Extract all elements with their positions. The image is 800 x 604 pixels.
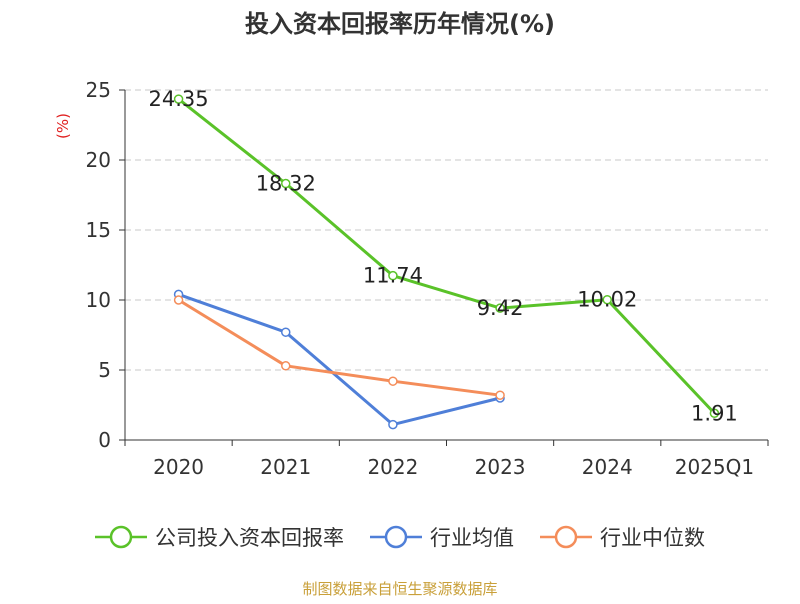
data-point xyxy=(173,94,184,104)
x-tick-label: 2024 xyxy=(582,455,633,479)
data-label: 1.91 xyxy=(691,401,738,425)
series-line-1 xyxy=(178,292,501,427)
data-point xyxy=(281,361,291,371)
x-tick-label: 2023 xyxy=(475,455,526,479)
source-note: 制图数据来自恒生聚源数据库 xyxy=(302,580,497,598)
legend-label: 公司投入资本回报率 xyxy=(155,526,344,550)
data-point xyxy=(388,376,398,386)
data-point xyxy=(388,419,398,430)
series-line-0 xyxy=(177,97,716,415)
y-tick-label: 15 xyxy=(86,218,111,242)
chart-title: 投入资本回报率历年情况(%) xyxy=(245,10,555,38)
data-label: 9.42 xyxy=(477,296,524,320)
legend-marker xyxy=(554,525,578,549)
data-label-layer: 24.35 18.32 11.74 9.42 10.02 1.91 xyxy=(149,87,738,425)
data-point xyxy=(709,408,720,419)
data-point xyxy=(602,294,612,305)
legend-label: 行业中位数 xyxy=(600,526,705,550)
x-tick-label: 2022 xyxy=(367,455,418,479)
data-label: 10.02 xyxy=(577,288,637,312)
y-tick-label: 0 xyxy=(98,428,111,452)
legend-marker xyxy=(109,525,133,549)
y-axis-label: (%) xyxy=(54,113,72,139)
data-point xyxy=(281,327,291,337)
legend-item-0: 公司投入资本回报率 xyxy=(95,525,344,550)
data-label: 11.74 xyxy=(363,264,423,288)
y-tick-label: 5 xyxy=(98,358,111,382)
x-tick-label: 2025Q1 xyxy=(675,455,754,479)
x-tick-label: 2020 xyxy=(153,455,204,479)
legend: 公司投入资本回报率 行业均值 行业中位数 xyxy=(95,525,705,550)
series-line-2 xyxy=(177,298,501,397)
y-tick-label: 25 xyxy=(86,78,111,102)
data-point xyxy=(495,390,505,400)
legend-marker xyxy=(384,525,408,549)
legend-item-1: 行业均值 xyxy=(370,525,514,550)
y-tick-label: 20 xyxy=(86,148,111,172)
x-tick-label: 2021 xyxy=(260,455,311,479)
data-label: 24.35 xyxy=(149,87,209,111)
grid-layer xyxy=(125,89,768,371)
series-layer xyxy=(173,94,720,430)
data-label: 18.32 xyxy=(256,172,316,196)
axis-layer: 0 5 10 15 20 25 2020 2021 2022 2023 2024 2025Q1 xyxy=(86,78,769,479)
legend-label: 行业均值 xyxy=(430,526,514,550)
data-point xyxy=(388,270,398,281)
data-point xyxy=(173,295,184,305)
y-tick-label: 10 xyxy=(86,288,111,312)
data-point xyxy=(495,303,505,313)
legend-item-2: 行业中位数 xyxy=(540,525,705,550)
data-point xyxy=(281,178,291,189)
